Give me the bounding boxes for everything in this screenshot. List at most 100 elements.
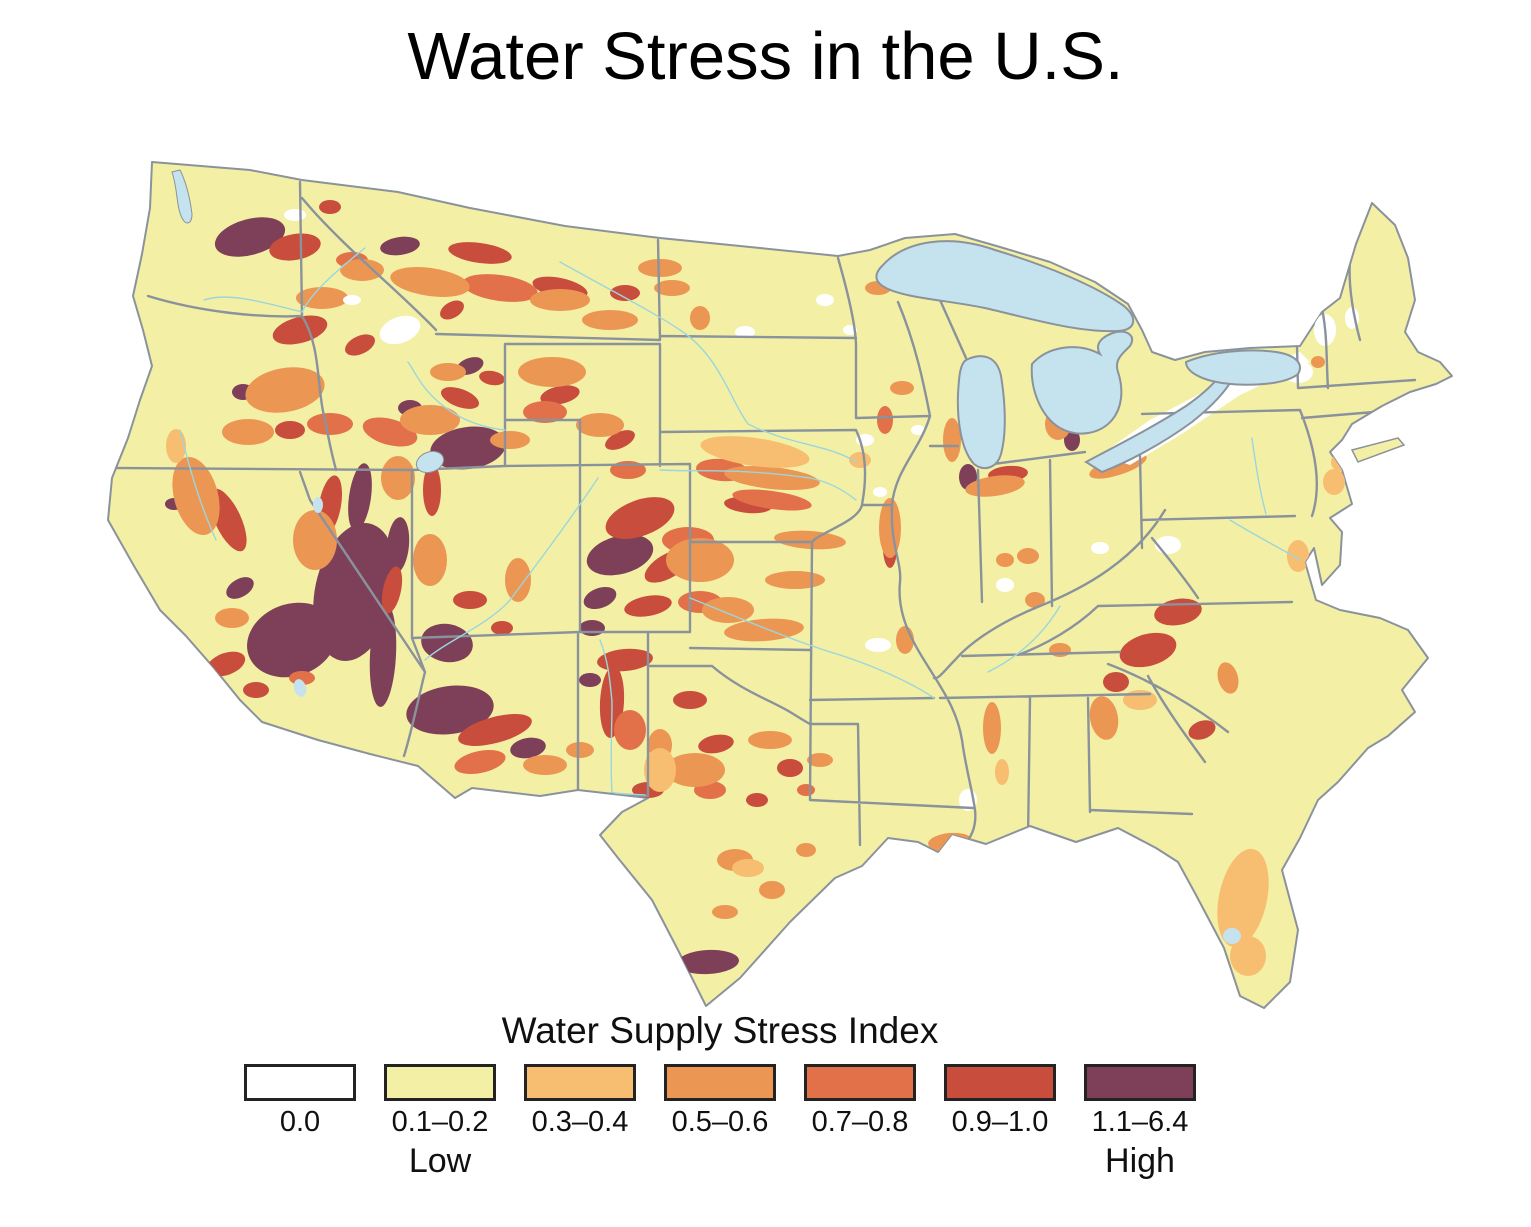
stress-region <box>873 487 887 497</box>
stress-region <box>702 597 754 623</box>
stress-region <box>807 753 833 767</box>
stress-region <box>865 638 891 652</box>
lake-huron <box>1030 330 1134 435</box>
stress-region <box>610 285 640 301</box>
stress-region <box>576 413 624 437</box>
stress-region <box>369 603 397 707</box>
stress-region <box>586 534 654 576</box>
legend-label-5: 0.9–1.0 <box>951 1106 1049 1138</box>
salton-sea <box>293 679 307 697</box>
stress-region <box>597 648 653 672</box>
stress-region <box>579 620 605 636</box>
stress-region <box>518 357 586 387</box>
stress-region <box>1287 540 1309 572</box>
stress-region <box>343 295 361 305</box>
lake-michigan <box>956 355 1006 470</box>
stress-region <box>523 401 567 423</box>
stress-region <box>245 367 325 413</box>
stress-region <box>275 421 305 439</box>
stress-region <box>296 287 348 309</box>
stress-region <box>896 626 914 654</box>
legend-sublabel-0 <box>244 1142 356 1182</box>
stress-region <box>400 405 460 435</box>
stress-region <box>505 558 531 602</box>
stress-region <box>698 734 734 754</box>
legend-item-5: 0.9–1.0 <box>944 1064 1056 1182</box>
stress-region <box>605 497 675 539</box>
legend-high-label: High <box>1105 1142 1175 1180</box>
stress-region <box>247 602 337 678</box>
stress-region <box>1103 672 1129 692</box>
legend-label-0: 0.0 <box>279 1106 321 1138</box>
stress-region <box>644 748 676 792</box>
stress-region <box>1091 542 1109 554</box>
stress-bin-high <box>165 217 1080 975</box>
stress-region <box>293 510 337 570</box>
stress-region <box>777 759 803 777</box>
stress-region <box>690 306 710 330</box>
legend-item-0: 0.0 <box>244 1064 356 1182</box>
stress-region <box>448 242 512 264</box>
stress-region <box>284 209 306 221</box>
stress-region <box>566 742 594 758</box>
stress-region <box>712 905 738 919</box>
stress-region <box>579 673 601 687</box>
long-island <box>1350 437 1406 463</box>
stress-region <box>774 530 846 550</box>
legend-sublabel-5 <box>944 1142 1056 1182</box>
stress-region <box>583 586 617 610</box>
stress-region <box>510 737 546 759</box>
stress-region <box>746 793 768 807</box>
legend-swatch-0 <box>244 1064 356 1101</box>
stress-region <box>390 267 470 297</box>
stress-region <box>1331 453 1349 471</box>
stress-region <box>206 651 246 677</box>
legend-item-3: 0.5–0.6 <box>664 1064 776 1182</box>
stress-region <box>406 685 494 735</box>
stress-region <box>995 759 1009 785</box>
state-borders <box>110 180 1417 848</box>
legend-swatch-2 <box>524 1064 636 1101</box>
legend-item-6: 1.1–6.4 High <box>1084 1064 1196 1182</box>
stress-region <box>215 608 249 628</box>
legend-label-4: 0.7–0.8 <box>811 1106 909 1138</box>
stress-region <box>732 489 812 511</box>
stress-region <box>796 843 816 857</box>
stress-region <box>1089 696 1119 740</box>
stress-region <box>943 418 961 462</box>
stress-region <box>226 577 254 599</box>
stress-region <box>454 749 506 775</box>
legend-label-1: 0.1–0.2 <box>391 1106 489 1138</box>
legend-swatch-4 <box>804 1064 916 1101</box>
legend-item-1: 0.1–0.2 Low <box>384 1064 496 1182</box>
stress-region <box>582 310 638 330</box>
stress-region <box>214 217 286 257</box>
stress-region <box>732 859 764 877</box>
stress-region <box>1230 936 1266 976</box>
legend-swatch-3 <box>664 1064 776 1101</box>
stress-region <box>816 294 834 306</box>
stress-region <box>430 426 506 470</box>
state-border-lines <box>110 180 1417 848</box>
legend-swatch-5 <box>944 1064 1056 1101</box>
stress-region <box>1323 469 1345 495</box>
legend-item-2: 0.3–0.4 <box>524 1064 636 1182</box>
stress-region <box>319 200 341 214</box>
stress-region <box>911 425 925 435</box>
stress-region <box>1119 632 1177 668</box>
stress-region <box>1217 662 1239 694</box>
stress-region <box>700 436 810 468</box>
stress-region <box>381 456 415 500</box>
puget-sound <box>171 169 193 224</box>
stress-region <box>890 381 914 395</box>
stress-bin-05-06 <box>172 259 1325 919</box>
stress-region <box>996 578 1014 592</box>
stress-region <box>759 881 785 899</box>
legend: Water Supply Stress Index 0.0 0.1–0.2 Lo… <box>244 1010 1196 1182</box>
stress-region <box>490 431 530 449</box>
stress-region <box>479 370 505 386</box>
stress-region <box>458 714 532 746</box>
stress-region <box>1064 429 1080 451</box>
stress-region <box>348 463 372 531</box>
